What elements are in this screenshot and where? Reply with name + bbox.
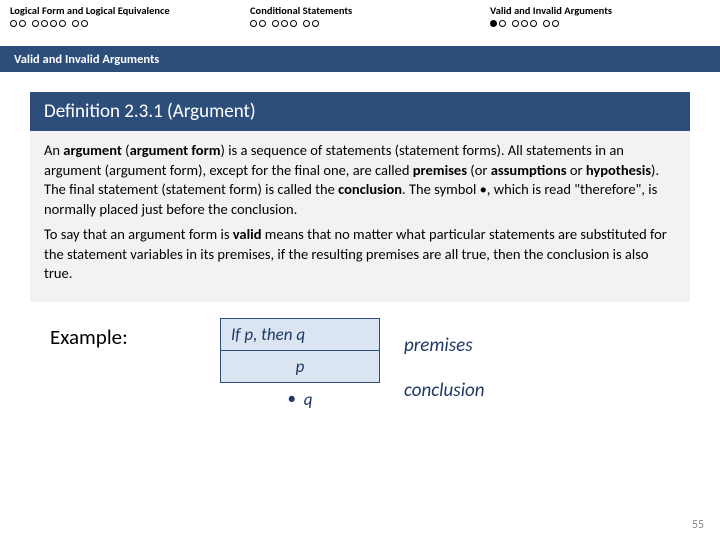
definition-header-text: Definition 2.3.1 (Argument) [44,100,256,123]
definition-body: An argument (argument form) is a sequenc… [30,131,690,302]
definition-para-2: To say that an argument form is valid me… [44,225,676,284]
example-row: Example: If p, then q p • q premises con… [30,318,690,416]
nav-section-2[interactable]: Conditional Statements [240,0,480,46]
nav-dots-1 [10,20,230,27]
section-band-text: Valid and Invalid Arguments [14,52,159,67]
nav-section-1[interactable]: Logical Form and Logical Equivalence [0,0,240,46]
example-boxes: If p, then q p • q [220,318,380,416]
section-band: Valid and Invalid Arguments [0,46,720,72]
premise-1: If p, then q [220,318,380,351]
premise-1-text: If p, then q [231,324,305,345]
nav-title-1: Logical Form and Logical Equivalence [10,4,230,17]
example-label: Example: [50,318,220,350]
nav-section-3[interactable]: Valid and Invalid Arguments [480,0,720,46]
content: Definition 2.3.1 (Argument) An argument … [0,72,720,416]
conclusion-var: q [304,389,313,410]
label-conclusion: conclusion [404,379,485,402]
example-labels: premises conclusion [404,318,485,402]
premise-2: p [220,351,380,383]
nav-bar: Logical Form and Logical Equivalence Con… [0,0,720,46]
premise-2-text: p [296,356,305,377]
nav-title-3: Valid and Invalid Arguments [490,4,710,17]
therefore-symbol: • [288,388,296,409]
definition-para-1: An argument (argument form) is a sequenc… [44,141,676,219]
definition-header: Definition 2.3.1 (Argument) [30,92,690,131]
label-premises: premises [404,334,485,357]
page-number: 55 [692,518,704,532]
nav-title-2: Conditional Statements [250,4,470,17]
nav-dots-3 [490,20,710,27]
nav-dots-2 [250,20,470,27]
conclusion-box: • q [220,383,380,416]
